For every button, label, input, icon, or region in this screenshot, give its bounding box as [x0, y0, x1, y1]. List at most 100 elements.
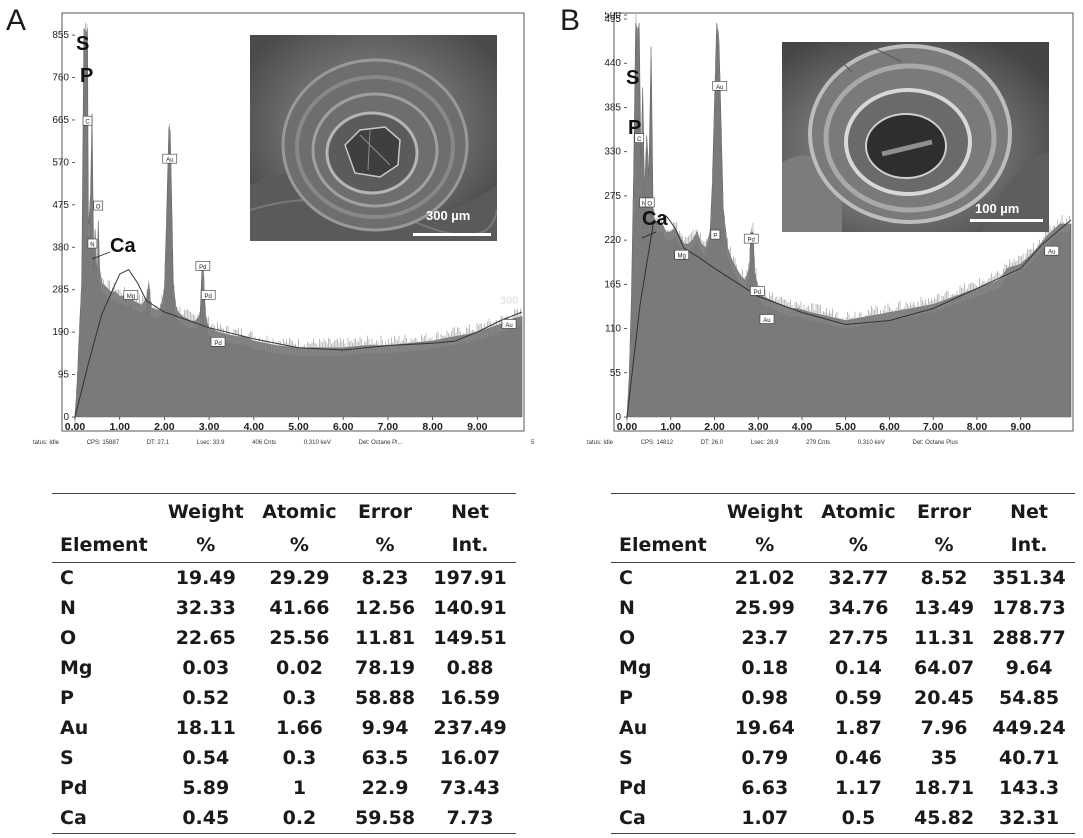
column-header: Int.	[983, 528, 1075, 563]
element-label-p: P	[628, 117, 641, 139]
value-cell: 143.3	[999, 777, 1060, 799]
column-header	[611, 493, 718, 528]
x-tick-label: 5.00	[836, 421, 857, 433]
element-cell: Pd	[619, 777, 647, 799]
value-cell: 41.66	[269, 597, 330, 619]
peak-marker-label: Pd	[205, 294, 212, 300]
table-row: Au 19.64 1.87 7.96 449.24	[611, 713, 1075, 743]
element-cell: O	[619, 627, 636, 649]
value-cell: 0.02	[276, 657, 323, 679]
element-label-p: P	[80, 65, 93, 87]
value-cell: 19.49	[175, 567, 236, 589]
value-cell: 32.31	[983, 803, 1075, 834]
value-cell: 78.19	[354, 657, 416, 679]
sem-micrograph-b	[782, 42, 1049, 232]
value-cell: 25.56	[269, 627, 330, 649]
column-header: Error	[345, 493, 425, 528]
status-text: 279 Cnts	[806, 440, 831, 446]
status-bar-b: tatus: Idle CPS: 14812 DT: 26.0 Lsec: 28…	[587, 440, 984, 446]
value-cell: 1.07	[717, 803, 812, 834]
peak-marker-box	[210, 336, 226, 347]
peak-marker-box	[712, 81, 728, 91]
value-cell: 32.33	[175, 597, 236, 619]
peak-marker-label: C	[85, 120, 90, 126]
peak-marker-box	[674, 249, 689, 260]
value-cell: 18.71	[913, 777, 975, 799]
status-text: 0.310 keV	[303, 440, 331, 446]
value-cell: 16.07	[440, 747, 501, 769]
value-cell: 351.34	[992, 567, 1066, 589]
value-cell: 32.77	[828, 567, 889, 589]
table-row: Ca 1.07 0.5 45.82 32.31	[611, 803, 1075, 834]
element-cell: S	[60, 747, 74, 769]
peak-marker-label: N	[642, 201, 646, 207]
x-tick-label: 6.00	[879, 421, 900, 433]
value-cell: 25.99	[734, 597, 795, 619]
x-tick-label: 9.00	[1010, 421, 1031, 433]
y-tick-label: 95	[58, 370, 70, 381]
y-tick-label: 275	[604, 191, 621, 202]
status-text: Det: Octane Plus	[912, 440, 958, 446]
value-cell: 140.91	[433, 597, 507, 619]
peak-marker-label: Pd	[748, 238, 755, 244]
peak-marker-box	[710, 229, 721, 240]
table-row: N 25.99 34.76 13.49 178.73	[611, 593, 1075, 623]
value-cell: 288.77	[992, 627, 1066, 649]
value-cell: 13.49	[913, 597, 975, 619]
table-row: Au 18.11 1.66 9.94 237.49	[52, 713, 516, 743]
element-cell: Au	[60, 717, 89, 739]
status-text: CPS: 15887	[86, 440, 120, 446]
value-cell: 11.31	[913, 627, 975, 649]
peak-marker-label: C	[637, 137, 642, 143]
value-cell: 22.9	[361, 777, 409, 799]
peak-marker-box	[87, 238, 98, 249]
value-cell: 0.54	[182, 747, 230, 769]
value-cell: 21.02	[734, 567, 795, 589]
value-cell: 0.88	[446, 657, 494, 679]
table-row: Mg 0.18 0.14 64.07 9.64	[611, 653, 1075, 683]
status-text: 0.310 keV	[857, 440, 885, 446]
table-row: Ca 0.45 0.2 59.58 7.73	[52, 803, 516, 834]
value-cell: 149.51	[433, 627, 507, 649]
value-cell: 59.58	[345, 803, 425, 834]
peak-marker-box	[634, 133, 645, 143]
peak-marker-label: Pd	[214, 341, 221, 347]
x-tick-label: 0.00	[617, 421, 638, 433]
value-cell: 34.76	[828, 597, 889, 619]
sem-micrograph-a	[250, 35, 497, 241]
y-tick-label: 55	[610, 368, 622, 379]
status-text: 406 Cnts	[252, 440, 277, 446]
table-row: Pd 5.89 1 22.9 73.43	[52, 773, 516, 803]
element-cell: Mg	[60, 657, 93, 679]
y-tick-label: 385	[604, 102, 621, 113]
value-cell: 0.52	[182, 687, 230, 709]
value-cell: 0.79	[741, 747, 789, 769]
value-cell: 16.59	[440, 687, 501, 709]
x-tick-label: 2.00	[704, 421, 725, 433]
value-cell: 0.59	[835, 687, 882, 709]
table-row: Pd 6.63 1.17 18.71 143.3	[611, 773, 1075, 803]
column-header: Error	[904, 493, 984, 528]
table-row: C 19.49 29.29 8.23 197.91	[52, 563, 516, 594]
column-header: Atomic	[252, 493, 346, 528]
y-tick-label: 760	[52, 73, 69, 84]
peak-marker-box	[750, 286, 765, 296]
table-row: Mg 0.03 0.02 78.19 0.88	[52, 653, 516, 683]
value-cell: 11.81	[354, 627, 416, 649]
element-label-s: S	[626, 67, 639, 89]
x-tick-label: 9.00	[467, 421, 488, 433]
peak-marker-box	[644, 197, 655, 208]
value-cell: 1.87	[835, 717, 882, 739]
table-row: O 22.65 25.56 11.81 149.51	[52, 623, 516, 653]
value-cell: 18.11	[175, 717, 236, 739]
value-cell: 45.82	[904, 803, 984, 834]
x-tick-label: 1.00	[109, 421, 130, 433]
table-row: S 0.54 0.3 63.5 16.07	[52, 743, 516, 773]
y-tick-label: 440	[604, 58, 621, 69]
value-cell: 1.17	[835, 777, 882, 799]
column-header: %	[717, 528, 812, 563]
peak-marker-box	[93, 200, 104, 211]
element-label-s: S	[76, 33, 89, 55]
value-cell: 12.56	[354, 597, 416, 619]
value-cell: 0.3	[282, 687, 317, 709]
